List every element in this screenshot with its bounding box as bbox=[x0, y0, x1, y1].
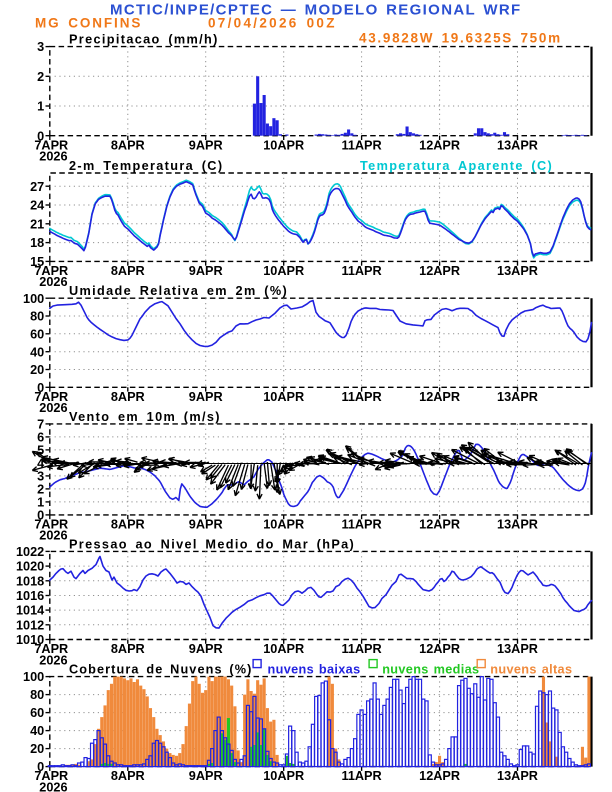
svg-text:13APR: 13APR bbox=[497, 642, 538, 656]
svg-text:1014: 1014 bbox=[16, 604, 44, 618]
svg-text:8APR: 8APR bbox=[111, 518, 145, 532]
svg-text:11APR: 11APR bbox=[341, 769, 381, 783]
svg-text:100: 100 bbox=[23, 292, 44, 306]
svg-text:8APR: 8APR bbox=[111, 138, 145, 152]
svg-text:11APR: 11APR bbox=[341, 264, 381, 278]
svg-text:Cobertura de Nuvens (%): Cobertura de Nuvens (%) bbox=[69, 663, 252, 677]
svg-text:0: 0 bbox=[37, 509, 44, 523]
svg-text:MG CONFINS: MG CONFINS bbox=[35, 16, 142, 31]
svg-text:12APR: 12APR bbox=[419, 390, 460, 404]
svg-text:7: 7 bbox=[37, 418, 44, 432]
svg-text:9APR: 9APR bbox=[189, 264, 223, 278]
svg-text:80: 80 bbox=[30, 688, 44, 702]
svg-text:7APR: 7APR bbox=[34, 264, 68, 278]
svg-text:3: 3 bbox=[37, 470, 44, 484]
svg-text:27: 27 bbox=[30, 180, 44, 194]
svg-text:10APR: 10APR bbox=[263, 518, 304, 532]
svg-text:13APR: 13APR bbox=[497, 264, 538, 278]
svg-text:24: 24 bbox=[30, 199, 44, 213]
svg-text:10APR: 10APR bbox=[263, 642, 304, 656]
svg-text:11APR: 11APR bbox=[341, 642, 381, 656]
svg-text:13APR: 13APR bbox=[497, 138, 538, 152]
svg-text:80: 80 bbox=[30, 310, 44, 324]
svg-text:Pressao ao Nivel Medio do Mar: Pressao ao Nivel Medio do Mar (hPa) bbox=[69, 537, 355, 551]
svg-text:Vento em 10m (m/s): Vento em 10m (m/s) bbox=[69, 410, 221, 424]
svg-text:1022: 1022 bbox=[16, 545, 44, 559]
svg-text:12APR: 12APR bbox=[419, 518, 460, 532]
svg-text:MCTIC/INPE/CPTEC — MODELO REGI: MCTIC/INPE/CPTEC — MODELO REGIONAL WRF bbox=[110, 2, 522, 19]
svg-text:9APR: 9APR bbox=[189, 642, 223, 656]
svg-text:nuvens medias: nuvens medias bbox=[382, 663, 479, 677]
svg-text:1018: 1018 bbox=[16, 574, 44, 588]
svg-text:11APR: 11APR bbox=[341, 138, 381, 152]
svg-text:10APR: 10APR bbox=[263, 769, 304, 783]
svg-text:13APR: 13APR bbox=[497, 769, 538, 783]
svg-text:1012: 1012 bbox=[16, 618, 44, 632]
svg-text:10APR: 10APR bbox=[263, 264, 304, 278]
svg-text:10APR: 10APR bbox=[263, 138, 304, 152]
svg-text:2026: 2026 bbox=[39, 275, 67, 289]
svg-text:2-m Temperatura (C): 2-m Temperatura (C) bbox=[69, 159, 223, 173]
svg-text:2: 2 bbox=[37, 483, 44, 497]
svg-text:9APR: 9APR bbox=[189, 769, 223, 783]
svg-text:5: 5 bbox=[37, 444, 44, 458]
svg-text:nuvens altas: nuvens altas bbox=[490, 663, 572, 677]
svg-text:1: 1 bbox=[37, 100, 44, 114]
svg-text:10APR: 10APR bbox=[263, 390, 304, 404]
svg-text:Precipitacao (mm/h): Precipitacao (mm/h) bbox=[69, 33, 219, 47]
svg-text:2026: 2026 bbox=[39, 150, 67, 164]
svg-text:4: 4 bbox=[37, 457, 44, 471]
svg-text:1: 1 bbox=[37, 496, 44, 510]
svg-text:20: 20 bbox=[30, 742, 44, 756]
svg-text:12APR: 12APR bbox=[419, 642, 460, 656]
svg-text:12APR: 12APR bbox=[419, 769, 460, 783]
svg-text:12APR: 12APR bbox=[419, 138, 460, 152]
svg-text:7APR: 7APR bbox=[34, 769, 68, 783]
svg-text:2026: 2026 bbox=[39, 401, 67, 415]
svg-text:1016: 1016 bbox=[16, 589, 44, 603]
svg-text:7APR: 7APR bbox=[34, 138, 68, 152]
svg-text:2026: 2026 bbox=[39, 780, 67, 792]
svg-text:0: 0 bbox=[37, 129, 44, 143]
svg-text:60: 60 bbox=[30, 706, 44, 720]
svg-text:3: 3 bbox=[37, 40, 44, 54]
svg-text:Umidade Relativa em 2m (%): Umidade Relativa em 2m (%) bbox=[69, 284, 288, 298]
svg-text:2: 2 bbox=[37, 70, 44, 84]
svg-text:07/04/2026 00Z: 07/04/2026 00Z bbox=[208, 16, 337, 31]
svg-text:2026: 2026 bbox=[39, 529, 67, 543]
svg-text:40: 40 bbox=[30, 724, 44, 738]
svg-text:6: 6 bbox=[37, 431, 44, 445]
svg-text:13APR: 13APR bbox=[497, 518, 538, 532]
svg-text:13APR: 13APR bbox=[497, 390, 538, 404]
svg-text:7APR: 7APR bbox=[34, 390, 68, 404]
svg-text:8APR: 8APR bbox=[111, 642, 145, 656]
svg-text:60: 60 bbox=[30, 327, 44, 341]
svg-text:0: 0 bbox=[37, 760, 44, 774]
svg-text:43.9828W 19.6325S 750m: 43.9828W 19.6325S 750m bbox=[359, 31, 562, 46]
svg-text:20: 20 bbox=[30, 363, 44, 377]
svg-text:40: 40 bbox=[30, 345, 44, 359]
svg-text:11APR: 11APR bbox=[341, 390, 381, 404]
svg-text:12APR: 12APR bbox=[419, 264, 460, 278]
svg-text:18: 18 bbox=[30, 236, 44, 250]
svg-text:15: 15 bbox=[30, 255, 44, 269]
svg-text:9APR: 9APR bbox=[189, 518, 223, 532]
svg-text:Temperatura Aparente (C): Temperatura Aparente (C) bbox=[360, 159, 553, 173]
svg-text:1020: 1020 bbox=[16, 560, 44, 574]
svg-text:11APR: 11APR bbox=[341, 518, 381, 532]
svg-text:9APR: 9APR bbox=[189, 138, 223, 152]
svg-text:8APR: 8APR bbox=[111, 390, 145, 404]
svg-text:2026: 2026 bbox=[39, 653, 67, 667]
svg-text:100: 100 bbox=[23, 670, 44, 684]
svg-text:nuvens baixas: nuvens baixas bbox=[268, 663, 361, 677]
svg-text:7APR: 7APR bbox=[34, 642, 68, 656]
svg-text:1010: 1010 bbox=[16, 633, 44, 647]
svg-text:8APR: 8APR bbox=[111, 769, 145, 783]
svg-text:0: 0 bbox=[37, 381, 44, 395]
svg-text:7APR: 7APR bbox=[34, 518, 68, 532]
svg-text:9APR: 9APR bbox=[189, 390, 223, 404]
svg-text:21: 21 bbox=[30, 217, 44, 231]
svg-text:8APR: 8APR bbox=[111, 264, 145, 278]
